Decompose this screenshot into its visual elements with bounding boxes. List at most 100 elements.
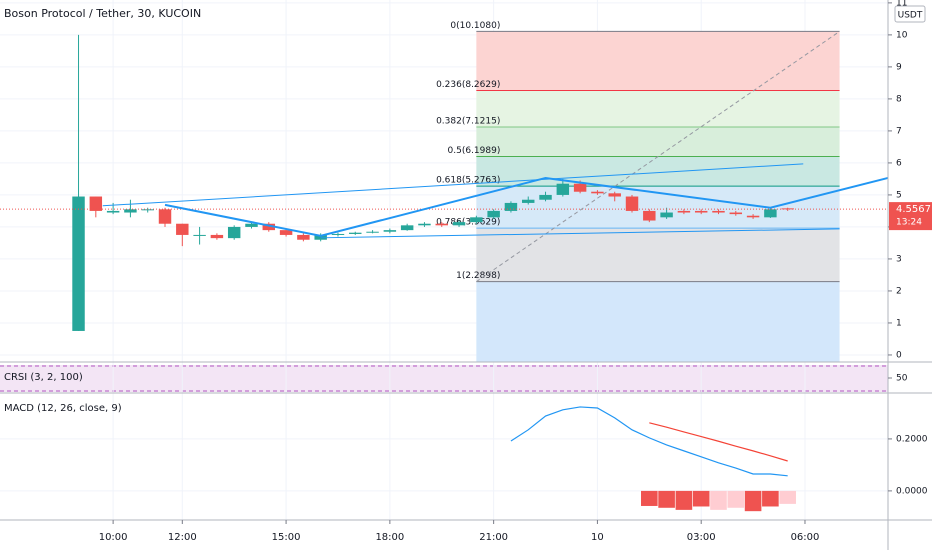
macd-pane [510, 406, 796, 512]
candle-body [418, 223, 431, 226]
pattern-line [164, 176, 889, 237]
candle-body [383, 230, 397, 232]
candle-body [764, 209, 777, 218]
candle-body [694, 210, 708, 213]
y-tick-label: 11 [896, 0, 907, 8]
fib-trend-line [476, 31, 840, 283]
x-tick-label: 10:00 [99, 532, 128, 543]
candle-body [660, 212, 673, 218]
histogram-bar [658, 490, 675, 508]
histogram-bar [744, 490, 762, 512]
candle-body [643, 210, 656, 221]
y-tick-label: 9 [896, 62, 902, 72]
candle-body [573, 183, 587, 192]
candle-body [366, 231, 379, 233]
channel-line [320, 228, 840, 239]
fib-label: 0(10.1080) [450, 21, 500, 31]
y-tick-label: 0.0000 [896, 486, 928, 496]
x-tick-label: 10 [591, 532, 604, 543]
y-tick-label: 1 [896, 318, 902, 328]
histogram-bar [727, 490, 745, 508]
y-tick-label: 0.2000 [896, 434, 928, 444]
candle-body [331, 233, 345, 235]
candle-body [539, 194, 552, 200]
fib-label: 0.382(7.1215) [436, 117, 500, 127]
histogram-bar [675, 490, 693, 510]
y-tick-label: 7 [896, 126, 902, 136]
candle-body [72, 196, 85, 331]
candle-body [712, 210, 725, 213]
histogram-bar [762, 490, 779, 507]
fib-zone [476, 90, 840, 128]
candle-body [176, 223, 189, 235]
candle-body [487, 210, 500, 218]
candle-body [158, 209, 172, 224]
candle-body [608, 193, 621, 197]
candle-body [193, 234, 206, 236]
histogram-bar [710, 490, 727, 510]
candle-body [279, 230, 293, 235]
y-tick-label: 8 [896, 94, 902, 104]
y-tick-label: 2 [896, 286, 902, 296]
fib-zone [476, 31, 840, 91]
y-tick-label: 50 [896, 374, 908, 384]
channel-line [102, 163, 804, 207]
candle-body [400, 225, 414, 231]
fib-label: 0.618(5.2763) [436, 176, 500, 186]
candle-body [522, 199, 535, 203]
y-tick-label: 10 [896, 30, 908, 40]
fib-label: 0.236(8.2629) [436, 80, 500, 90]
y-tick-label: 3 [896, 254, 902, 264]
fib-label: 0.5(6.1989) [448, 146, 501, 156]
price-tag [889, 202, 932, 231]
unit-box [894, 5, 926, 23]
y-tick-label: 0 [896, 350, 902, 360]
x-tick-label: 21:00 [479, 532, 508, 543]
macd-title: MACD (12, 26, close, 9) [4, 403, 122, 414]
candle-body [435, 223, 448, 226]
candle-body [677, 210, 691, 213]
y-tick-label: 6 [896, 158, 902, 168]
x-tick-label: 12:00 [168, 532, 197, 543]
countdown: 13:24 [896, 218, 922, 228]
x-tick-label: 06:00 [791, 532, 820, 543]
x-tick-label: 03:00 [687, 532, 716, 543]
fib-label: 1(2.2898) [456, 271, 500, 281]
fibonacci: 0(10.1080) 0.236(8.2629) 0.382(7.1215) 0.5(… [436, 21, 840, 362]
chart-title: Boson Protocol / Tether, 30, KUCOIN [4, 7, 201, 20]
candle-body [106, 210, 120, 213]
candle-body [210, 234, 224, 239]
main-pane [0, 34, 888, 331]
candle-body [781, 208, 794, 210]
candle-body [729, 212, 743, 215]
fib-zone [476, 127, 840, 157]
fib-label: 0.786(3.9629) [436, 218, 500, 228]
x-tick-label: 15:00 [272, 532, 301, 543]
candle-body [625, 196, 639, 211]
fib-zone [476, 281, 840, 362]
signal-line [649, 422, 788, 462]
candle-body [141, 209, 154, 211]
histogram-bar [692, 490, 710, 507]
candle-body [124, 209, 137, 213]
candle-body [297, 234, 310, 240]
histogram-bar [641, 490, 658, 506]
candle-body [227, 226, 241, 239]
price-tag-label: 4.5567 [896, 204, 931, 215]
candle-body [470, 217, 483, 223]
candle-body [262, 223, 276, 231]
x-tick-label: 18:00 [375, 532, 404, 543]
crsi-band [0, 365, 888, 392]
candle-body [504, 202, 518, 211]
candle-body [746, 215, 760, 218]
candle-body [89, 196, 103, 211]
crsi-title: CRSI (3, 2, 100) [4, 372, 83, 383]
fib-zone [476, 228, 840, 282]
candle-body [591, 191, 604, 194]
price-unit: USDT [898, 11, 923, 21]
candle-body [556, 183, 570, 195]
histogram-bar [779, 490, 796, 504]
drawings [102, 31, 889, 283]
